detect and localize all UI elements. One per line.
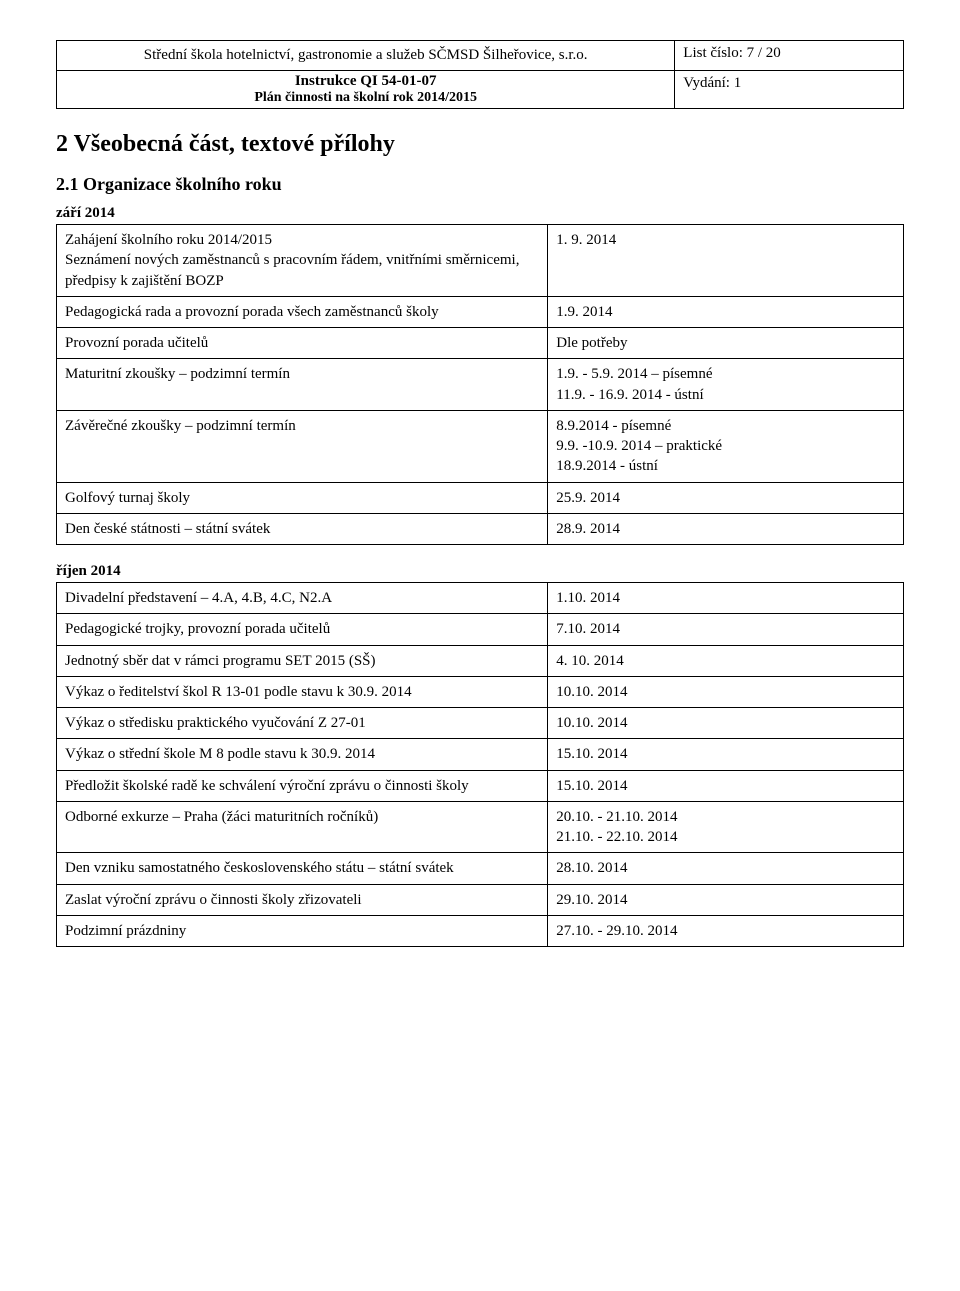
row-value: 15.10. 2014 bbox=[548, 770, 904, 801]
row-label: Zaslat výroční zprávu o činnosti školy z… bbox=[57, 884, 548, 915]
table-oct: Divadelní představení – 4.A, 4.B, 4.C, N… bbox=[56, 582, 904, 947]
row-value: 25.9. 2014 bbox=[548, 482, 904, 513]
table-row: Zaslat výroční zprávu o činnosti školy z… bbox=[57, 884, 904, 915]
table-row: Maturitní zkoušky – podzimní termín 1.9.… bbox=[57, 359, 904, 411]
row-value: 1.9. - 5.9. 2014 – písemné 11.9. - 16.9.… bbox=[548, 359, 904, 411]
row-label: Pedagogická rada a provozní porada všech… bbox=[57, 296, 548, 327]
row-label: Předložit školské radě ke schválení výro… bbox=[57, 770, 548, 801]
table-row: Den české státnosti – státní svátek28.9.… bbox=[57, 513, 904, 544]
row-value: 28.9. 2014 bbox=[548, 513, 904, 544]
table-row: Provozní porada učitelůDle potřeby bbox=[57, 328, 904, 359]
table-sept: Zahájení školního roku 2014/2015 Seznáme… bbox=[56, 224, 904, 545]
row-value: 4. 10. 2014 bbox=[548, 645, 904, 676]
table-row: Odborné exkurze – Praha (žáci maturitníc… bbox=[57, 801, 904, 853]
row-label: Podzimní prázdniny bbox=[57, 915, 548, 946]
row-value: 1. 9. 2014 bbox=[548, 225, 904, 297]
row-label: Den české státnosti – státní svátek bbox=[57, 513, 548, 544]
row-label: Divadelní představení – 4.A, 4.B, 4.C, N… bbox=[57, 583, 548, 614]
table-row: Jednotný sběr dat v rámci programu SET 2… bbox=[57, 645, 904, 676]
table-row: Podzimní prázdniny27.10. - 29.10. 2014 bbox=[57, 915, 904, 946]
row-label: Den vzniku samostatného československého… bbox=[57, 853, 548, 884]
table-row: Den vzniku samostatného československého… bbox=[57, 853, 904, 884]
row-value: 7.10. 2014 bbox=[548, 614, 904, 645]
row-label: Maturitní zkoušky – podzimní termín bbox=[57, 359, 548, 411]
row-value: 1.10. 2014 bbox=[548, 583, 904, 614]
table-row: Závěrečné zkoušky – podzimní termín 8.9.… bbox=[57, 410, 904, 482]
row-value: 28.10. 2014 bbox=[548, 853, 904, 884]
row-label: Jednotný sběr dat v rámci programu SET 2… bbox=[57, 645, 548, 676]
row-label: Odborné exkurze – Praha (žáci maturitníc… bbox=[57, 801, 548, 853]
table-row: Pedagogické trojky, provozní porada učit… bbox=[57, 614, 904, 645]
table-row: Výkaz o střední škole M 8 podle stavu k … bbox=[57, 739, 904, 770]
table-row: Divadelní představení – 4.A, 4.B, 4.C, N… bbox=[57, 583, 904, 614]
row-label: Zahájení školního roku 2014/2015 Seznáme… bbox=[57, 225, 548, 297]
section-title-2-1: 2.1 Organizace školního roku bbox=[56, 174, 904, 195]
row-label: Výkaz o střední škole M 8 podle stavu k … bbox=[57, 739, 548, 770]
instruction-plan: Plán činnosti na školní rok 2014/2015 bbox=[65, 90, 666, 106]
table-row: Předložit školské radě ke schválení výro… bbox=[57, 770, 904, 801]
table-row: Zahájení školního roku 2014/2015 Seznáme… bbox=[57, 225, 904, 297]
row-value: 27.10. - 29.10. 2014 bbox=[548, 915, 904, 946]
vydani: Vydání: 1 bbox=[683, 75, 741, 91]
table-row: Výkaz o středisku praktického vyučování … bbox=[57, 708, 904, 739]
month-label-sept: září 2014 bbox=[56, 205, 904, 222]
row-value: 15.10. 2014 bbox=[548, 739, 904, 770]
row-value: 10.10. 2014 bbox=[548, 676, 904, 707]
org-name: Střední škola hotelnictví, gastronomie a… bbox=[144, 47, 588, 63]
row-label: Výkaz o středisku praktického vyučování … bbox=[57, 708, 548, 739]
doc-header-table: Střední škola hotelnictví, gastronomie a… bbox=[56, 40, 904, 109]
row-value: 29.10. 2014 bbox=[548, 884, 904, 915]
row-label: Závěrečné zkoušky – podzimní termín bbox=[57, 410, 548, 482]
table-row: Pedagogická rada a provozní porada všech… bbox=[57, 296, 904, 327]
row-label: Výkaz o ředitelství škol R 13-01 podle s… bbox=[57, 676, 548, 707]
row-value: 8.9.2014 - písemné 9.9. -10.9. 2014 – pr… bbox=[548, 410, 904, 482]
row-label: Pedagogické trojky, provozní porada učit… bbox=[57, 614, 548, 645]
list-cislo: List číslo: 7 / 20 bbox=[683, 45, 781, 61]
table-row: Golfový turnaj školy25.9. 2014 bbox=[57, 482, 904, 513]
row-value: 10.10. 2014 bbox=[548, 708, 904, 739]
row-value: Dle potřeby bbox=[548, 328, 904, 359]
month-label-oct: říjen 2014 bbox=[56, 563, 904, 580]
table-row: Výkaz o ředitelství škol R 13-01 podle s… bbox=[57, 676, 904, 707]
row-label: Golfový turnaj školy bbox=[57, 482, 548, 513]
row-value: 20.10. - 21.10. 2014 21.10. - 22.10. 201… bbox=[548, 801, 904, 853]
row-label: Provozní porada učitelů bbox=[57, 328, 548, 359]
row-value: 1.9. 2014 bbox=[548, 296, 904, 327]
instruction-code: Instrukce QI 54-01-07 bbox=[65, 73, 666, 90]
section-title-2: 2 Všeobecná část, textové přílohy bbox=[56, 131, 904, 158]
